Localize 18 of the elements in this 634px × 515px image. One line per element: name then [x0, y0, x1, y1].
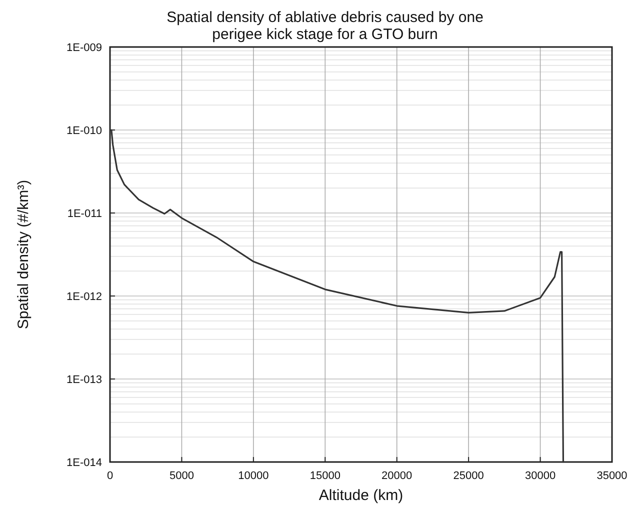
chart-title: Spatial density of ablative debris caused by one perigee kick stage for a GTO burn — [166, 9, 484, 43]
y-tick-label: 1E-014 — [66, 457, 102, 469]
x-tick-label: 20000 — [382, 470, 412, 482]
y-tick-label: 1E-009 — [66, 42, 102, 54]
x-tick-label: 35000 — [596, 470, 628, 482]
y-tick-label: 1E-012 — [66, 291, 102, 303]
x-tick-label: 15000 — [310, 470, 340, 482]
x-tick-label: 30000 — [524, 470, 556, 482]
x-tick-label: 10000 — [238, 470, 269, 482]
y-tick-label: 1E-011 — [67, 208, 102, 220]
x-axis-title: Altitude (km) — [318, 487, 404, 504]
line-series — [110, 129, 564, 463]
y-tick-label: 1E-010 — [66, 125, 102, 137]
y-tick-label: 1E-013 — [66, 374, 102, 386]
y-axis-title: Spatial density (#/km³) — [15, 180, 32, 330]
x-tick-label: 5000 — [169, 470, 194, 482]
x-tick-label: 25000 — [453, 470, 484, 482]
x-tick-label: 0 — [106, 470, 114, 482]
